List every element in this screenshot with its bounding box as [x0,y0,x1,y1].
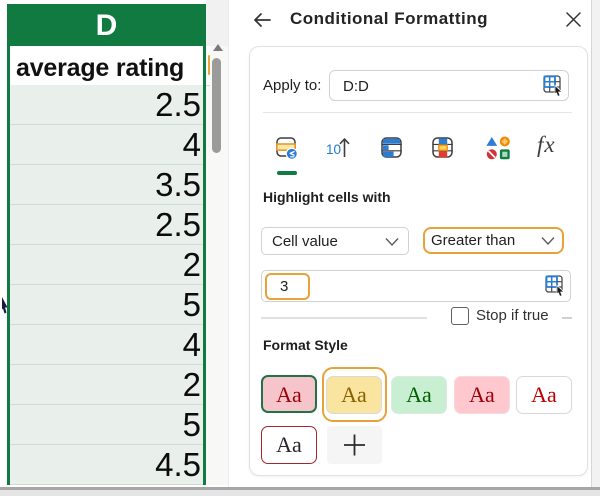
svg-text:10: 10 [326,142,341,157]
